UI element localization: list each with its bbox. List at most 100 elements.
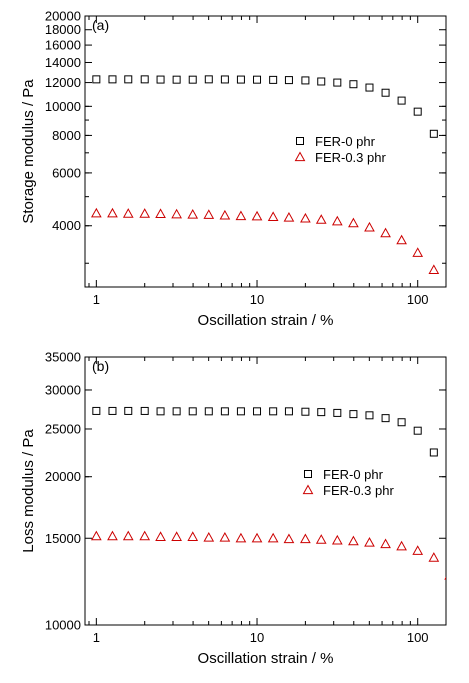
data-point (267, 532, 279, 543)
legend-label: FER-0 phr (323, 467, 384, 482)
data-point (155, 208, 166, 219)
y-tick-label: 30000 (45, 382, 81, 397)
data-point (315, 214, 327, 224)
data-point (172, 75, 181, 84)
data-point (397, 418, 406, 427)
legend-label: FER-0.3 phr (315, 150, 386, 165)
data-point (396, 234, 407, 245)
data-point (251, 532, 263, 543)
data-point (429, 448, 438, 457)
x-tick-label: 100 (407, 630, 429, 645)
data-point (283, 533, 295, 544)
data-point (140, 75, 149, 84)
data-point (300, 533, 311, 544)
data-point (236, 75, 245, 84)
data-point (381, 88, 390, 97)
x-tick-label: 10 (250, 630, 264, 645)
data-point (397, 96, 406, 105)
data-point (300, 212, 311, 223)
data-point (349, 80, 358, 89)
data-point (171, 531, 182, 541)
data-point (349, 410, 358, 419)
data-point (204, 407, 213, 416)
data-point (317, 408, 326, 417)
plot-frame (84, 356, 447, 626)
y-tick-label: 8000 (52, 128, 81, 143)
data-point (236, 407, 245, 416)
legend-marker (304, 470, 312, 478)
legend-marker (294, 151, 306, 162)
data-point (220, 75, 229, 84)
data-point (90, 530, 102, 541)
data-point (315, 534, 327, 544)
data-point (428, 264, 440, 275)
data-point (283, 212, 295, 222)
data-point (204, 75, 213, 84)
data-point (348, 535, 359, 546)
x-tick-label: 1 (93, 292, 100, 307)
data-point (380, 227, 391, 238)
data-point (429, 129, 438, 138)
data-point (331, 215, 343, 226)
x-tick-label: 10 (250, 292, 264, 307)
data-point (139, 208, 151, 218)
data-point (171, 208, 182, 219)
data-point (235, 210, 247, 221)
data-point (251, 210, 263, 221)
data-point (284, 76, 293, 85)
series-fer-0-3 (90, 530, 446, 580)
data-point (269, 407, 278, 416)
data-point (269, 75, 278, 84)
data-point (155, 531, 166, 541)
data-point (92, 75, 101, 84)
data-point (445, 160, 446, 169)
data-point (301, 76, 310, 85)
data-point (396, 540, 407, 551)
y-tick-label: 20000 (45, 9, 81, 24)
data-point (413, 107, 422, 116)
series-fer-0 (92, 75, 446, 169)
data-point (220, 407, 229, 416)
x-axis-label: Oscillation strain / % (198, 312, 334, 329)
y-tick-label: 10000 (45, 618, 81, 633)
legend-label: FER-0.3 phr (323, 483, 394, 498)
data-point (317, 77, 326, 86)
data-point (156, 407, 165, 416)
data-point (140, 406, 149, 415)
data-point (107, 207, 118, 218)
data-point (267, 211, 279, 222)
x-axis-label: Oscillation strain / % (198, 650, 334, 667)
series-fer-0-3 (90, 207, 440, 275)
data-point (331, 534, 343, 545)
data-point (92, 406, 101, 415)
data-point (122, 530, 134, 541)
data-point (364, 221, 375, 232)
data-point (365, 411, 374, 420)
data-point (122, 208, 134, 218)
data-point (253, 75, 262, 84)
plot-frame (84, 15, 447, 288)
y-tick-label: 10000 (45, 99, 81, 114)
panel-label: (a) (92, 17, 109, 33)
data-point (413, 426, 422, 435)
data-point (124, 75, 133, 84)
y-axis-label: Storage modulus / Pa (20, 79, 37, 224)
series-fer-0 (92, 406, 438, 457)
data-point (348, 217, 359, 228)
y-tick-label: 6000 (52, 165, 81, 180)
panel-label: (b) (92, 358, 109, 374)
data-point (108, 75, 117, 84)
data-point (188, 75, 197, 84)
data-point (381, 414, 390, 423)
y-tick-label: 16000 (45, 38, 81, 53)
data-point (156, 75, 165, 84)
data-point (187, 208, 199, 219)
y-tick-label: 4000 (52, 218, 81, 233)
x-tick-label: 1 (93, 630, 100, 645)
data-point (172, 407, 181, 416)
data-point (364, 537, 375, 547)
y-tick-label: 25000 (45, 421, 81, 436)
legend-marker (302, 484, 314, 495)
